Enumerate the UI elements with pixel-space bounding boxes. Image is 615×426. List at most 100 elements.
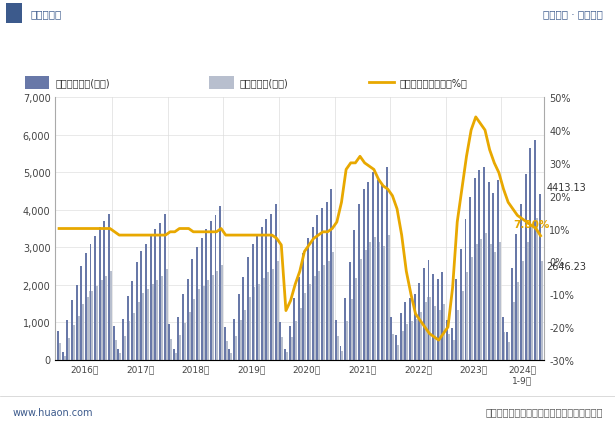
Bar <box>513 303 515 360</box>
Bar <box>414 320 418 360</box>
Bar <box>355 278 357 360</box>
Bar <box>256 284 260 360</box>
Bar <box>515 235 517 360</box>
Bar <box>233 319 235 360</box>
Bar <box>358 260 362 360</box>
Bar <box>423 268 427 360</box>
Bar <box>169 325 172 360</box>
Bar <box>316 216 319 360</box>
Bar <box>226 341 228 360</box>
Bar <box>200 238 202 360</box>
Bar <box>448 334 450 360</box>
Bar <box>298 308 302 360</box>
Bar <box>476 245 478 360</box>
Bar <box>113 340 117 360</box>
Bar <box>224 341 228 360</box>
Bar <box>536 219 538 360</box>
Bar <box>539 195 541 360</box>
Bar <box>378 243 381 360</box>
Bar <box>159 223 163 360</box>
Bar <box>304 294 306 360</box>
Bar <box>367 182 371 360</box>
Bar <box>131 281 135 360</box>
Bar <box>178 317 180 360</box>
Bar <box>178 317 181 360</box>
Bar <box>493 193 494 360</box>
Bar <box>101 280 103 360</box>
Bar <box>344 322 348 360</box>
Bar <box>325 203 330 360</box>
Bar <box>442 305 445 360</box>
Bar <box>469 197 473 360</box>
Bar <box>506 332 510 360</box>
Bar <box>224 327 226 360</box>
Bar <box>191 259 196 360</box>
Bar <box>169 339 172 360</box>
Bar <box>62 352 64 360</box>
Bar <box>215 216 216 360</box>
Text: 房地产投资额(亿元): 房地产投资额(亿元) <box>55 78 110 88</box>
Bar <box>25 77 49 89</box>
Bar <box>427 297 431 360</box>
Bar <box>71 325 75 360</box>
Bar <box>392 334 394 360</box>
Bar <box>242 278 244 360</box>
Bar <box>66 321 68 360</box>
Bar <box>62 356 66 360</box>
Bar <box>284 349 286 360</box>
Bar <box>228 349 231 360</box>
Bar <box>187 279 191 360</box>
Bar <box>365 250 367 360</box>
Bar <box>335 321 339 360</box>
Bar <box>99 227 103 360</box>
Bar <box>346 322 348 360</box>
Bar <box>99 280 103 360</box>
Bar <box>159 223 161 360</box>
Bar <box>219 207 223 360</box>
Bar <box>173 349 175 360</box>
Bar <box>205 280 209 360</box>
Bar <box>237 294 240 360</box>
Bar <box>307 238 311 360</box>
Bar <box>140 294 145 360</box>
Bar <box>478 171 480 360</box>
Bar <box>270 269 274 360</box>
Bar <box>520 204 522 360</box>
Bar <box>272 269 274 360</box>
Bar <box>136 303 140 360</box>
Bar <box>372 237 376 360</box>
Bar <box>534 141 536 360</box>
Bar <box>228 349 232 360</box>
Bar <box>386 235 390 360</box>
Bar <box>57 331 61 360</box>
Bar <box>293 298 295 360</box>
Bar <box>240 320 242 360</box>
Bar <box>504 333 506 360</box>
Bar <box>478 239 482 360</box>
Bar <box>442 272 443 360</box>
Bar <box>369 243 371 360</box>
Bar <box>210 222 214 360</box>
Bar <box>354 231 357 360</box>
Bar <box>511 268 515 360</box>
Bar <box>474 178 476 360</box>
Bar <box>303 294 306 360</box>
Bar <box>288 326 290 360</box>
Bar <box>330 190 334 360</box>
Bar <box>187 312 191 360</box>
Bar <box>96 286 98 360</box>
Bar <box>170 339 172 360</box>
Bar <box>129 321 130 360</box>
Bar <box>323 265 325 360</box>
Bar <box>145 244 149 360</box>
Bar <box>409 298 413 360</box>
Bar <box>210 222 212 360</box>
Bar <box>506 332 508 360</box>
Bar <box>525 175 526 360</box>
Bar <box>525 175 529 360</box>
Bar <box>367 243 371 360</box>
Bar <box>242 310 246 360</box>
Bar <box>502 333 506 360</box>
Bar <box>464 220 469 360</box>
Bar <box>502 317 504 360</box>
